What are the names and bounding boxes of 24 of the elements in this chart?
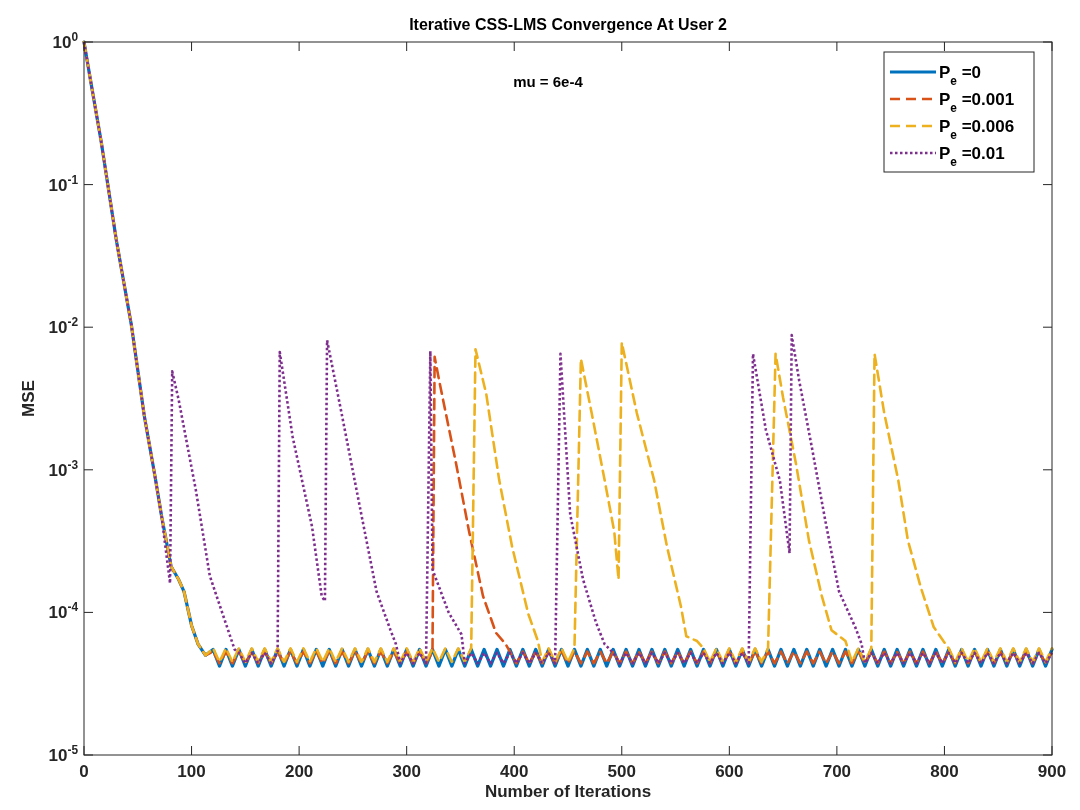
x-tick-label: 100	[177, 762, 206, 781]
y-tick-label: 10$^{-1}$	[48, 172, 79, 195]
x-axis-title: Number of Iterations	[484, 782, 652, 801]
legend-label: P$_{e}$ =0.001	[939, 90, 1015, 115]
legend-label: P$_{e}$ =0.006	[939, 117, 1015, 142]
x-tick-label: 500	[607, 762, 636, 781]
legend-label: P$_{e}$ =0.01	[939, 144, 1005, 169]
y-tick-label: 10$^{0}$	[52, 30, 79, 52]
legend-label: P$_{e}$ =0	[939, 63, 982, 88]
x-tick-label: 400	[500, 762, 529, 781]
annotation: mu = 6e-4	[513, 73, 584, 90]
x-tick-label: 800	[930, 762, 959, 781]
y-axis-title: MSE	[19, 380, 38, 417]
x-tick-label: 200	[284, 762, 314, 781]
x-tick-label: 600	[715, 762, 744, 781]
y-tick-label: 10$^{-3}$	[48, 457, 79, 480]
x-tick-label: 900	[1037, 762, 1067, 781]
x-tick-label: 700	[822, 762, 852, 781]
y-tick-label: 10$^{-5}$	[48, 743, 79, 765]
chart-title: Iterative CSS-LMS Convergence At User 2	[409, 16, 727, 33]
x-tick-label: 0	[79, 762, 89, 781]
x-tick-label: 300	[392, 762, 421, 781]
y-tick-label: 10$^{-4}$	[48, 600, 79, 623]
y-tick-label: 10$^{-2}$	[48, 315, 79, 338]
